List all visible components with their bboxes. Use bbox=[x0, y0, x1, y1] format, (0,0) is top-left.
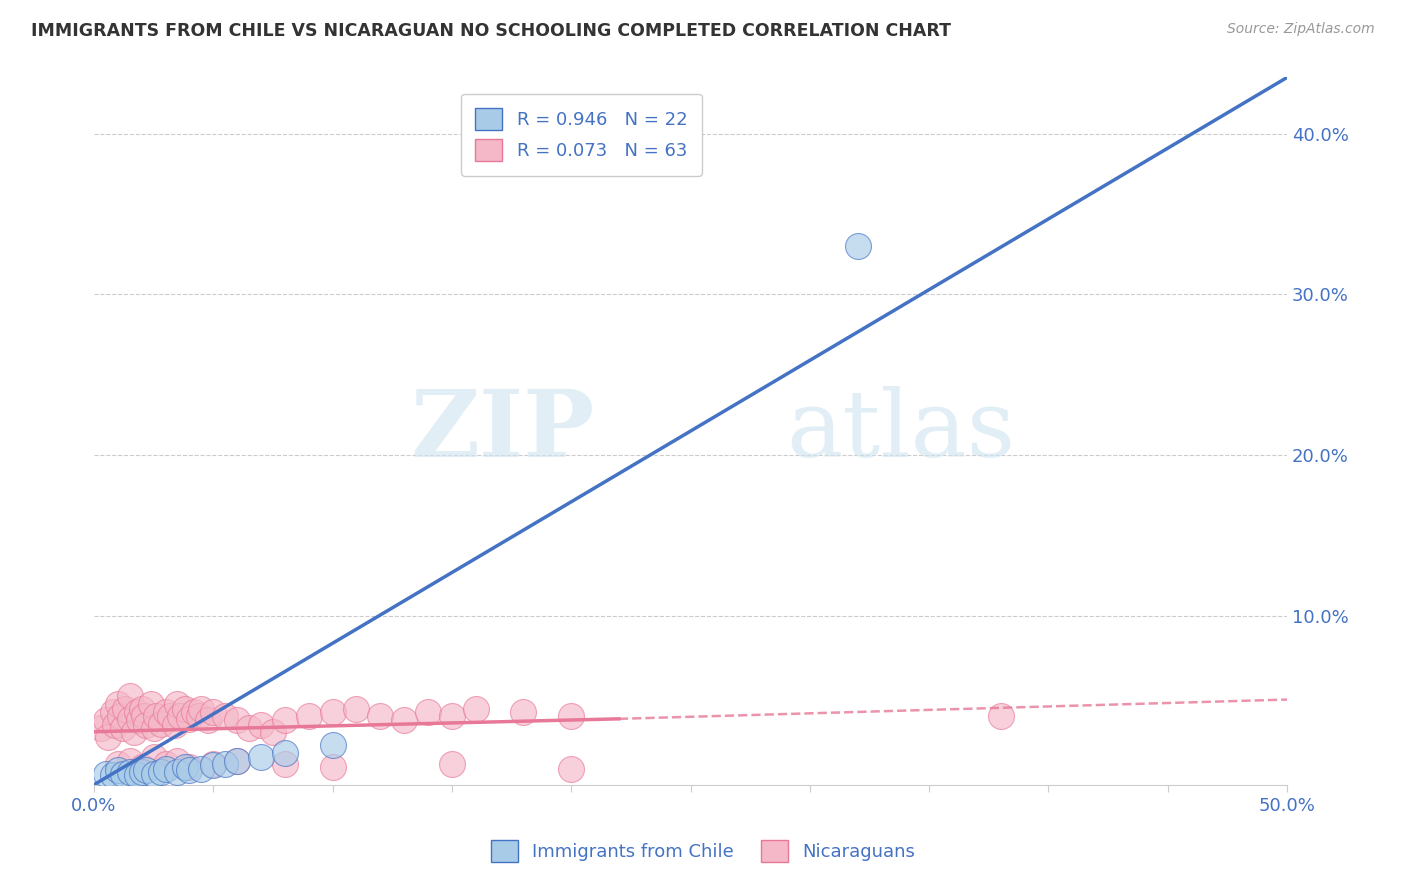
Point bbox=[226, 754, 249, 768]
Point bbox=[250, 718, 273, 732]
Point bbox=[166, 764, 188, 779]
Text: IMMIGRANTS FROM CHILE VS NICARAGUAN NO SCHOOLING COMPLETED CORRELATION CHART: IMMIGRANTS FROM CHILE VS NICARAGUAN NO S… bbox=[31, 22, 950, 40]
Point bbox=[107, 764, 129, 778]
Point bbox=[187, 708, 209, 723]
Point bbox=[118, 764, 141, 779]
Point bbox=[322, 706, 344, 720]
Point bbox=[322, 760, 344, 774]
Point bbox=[118, 754, 141, 768]
Point bbox=[274, 714, 297, 728]
Point bbox=[125, 768, 148, 782]
Point bbox=[274, 756, 297, 771]
Point bbox=[202, 758, 225, 772]
Point bbox=[118, 690, 141, 704]
Point bbox=[155, 762, 177, 776]
Point bbox=[440, 708, 463, 723]
Point bbox=[512, 706, 534, 720]
Point bbox=[131, 702, 153, 716]
Point bbox=[142, 722, 165, 736]
Point bbox=[392, 714, 415, 728]
Point bbox=[274, 746, 297, 760]
Point bbox=[107, 698, 129, 712]
Text: atlas: atlas bbox=[786, 386, 1015, 476]
Point bbox=[165, 718, 187, 732]
Point bbox=[125, 706, 148, 720]
Point bbox=[416, 706, 439, 720]
Text: ZIP: ZIP bbox=[411, 386, 595, 476]
Point bbox=[560, 708, 582, 723]
Point bbox=[226, 714, 249, 728]
Point bbox=[107, 756, 129, 771]
Point bbox=[114, 702, 136, 716]
Point bbox=[346, 702, 368, 716]
Point bbox=[104, 718, 127, 732]
Point bbox=[128, 714, 150, 728]
Point bbox=[155, 756, 177, 771]
Point bbox=[298, 708, 321, 723]
Point bbox=[179, 712, 201, 726]
Point bbox=[155, 706, 177, 720]
Point bbox=[183, 706, 205, 720]
Point bbox=[197, 714, 219, 728]
Point bbox=[94, 766, 117, 780]
Point bbox=[142, 766, 165, 780]
Point bbox=[90, 722, 112, 736]
Point bbox=[202, 706, 225, 720]
Point bbox=[135, 764, 157, 778]
Point bbox=[101, 706, 124, 720]
Point bbox=[560, 762, 582, 776]
Point bbox=[250, 750, 273, 764]
Point bbox=[101, 768, 124, 782]
Point bbox=[262, 724, 284, 739]
Point bbox=[118, 712, 141, 726]
Point bbox=[440, 756, 463, 771]
Point bbox=[141, 698, 163, 712]
Point bbox=[111, 766, 134, 780]
Point bbox=[97, 730, 120, 744]
Point bbox=[846, 239, 869, 253]
Point bbox=[142, 750, 165, 764]
Point bbox=[131, 764, 153, 779]
Point bbox=[173, 702, 195, 716]
Point bbox=[135, 718, 157, 732]
Point bbox=[464, 702, 486, 716]
Point bbox=[124, 724, 146, 739]
Point bbox=[173, 760, 195, 774]
Point bbox=[322, 738, 344, 752]
Point bbox=[149, 716, 172, 731]
Legend: Immigrants from Chile, Nicaraguans: Immigrants from Chile, Nicaraguans bbox=[484, 833, 922, 870]
Point bbox=[214, 708, 236, 723]
Point bbox=[368, 708, 391, 723]
Point bbox=[990, 708, 1012, 723]
Point bbox=[132, 708, 155, 723]
Point bbox=[214, 756, 236, 771]
Point bbox=[145, 708, 167, 723]
Point bbox=[111, 722, 134, 736]
Point bbox=[166, 698, 188, 712]
Text: Source: ZipAtlas.com: Source: ZipAtlas.com bbox=[1227, 22, 1375, 37]
Point bbox=[190, 702, 212, 716]
Legend: R = 0.946   N = 22, R = 0.073   N = 63: R = 0.946 N = 22, R = 0.073 N = 63 bbox=[461, 94, 702, 176]
Point bbox=[179, 760, 201, 774]
Point bbox=[226, 754, 249, 768]
Point bbox=[238, 722, 260, 736]
Point bbox=[108, 708, 131, 723]
Point bbox=[131, 760, 153, 774]
Point bbox=[166, 754, 188, 768]
Point bbox=[190, 762, 212, 776]
Point bbox=[179, 764, 201, 778]
Point bbox=[169, 708, 191, 723]
Point bbox=[94, 714, 117, 728]
Point bbox=[159, 708, 181, 723]
Point bbox=[202, 756, 225, 771]
Point bbox=[149, 764, 172, 779]
